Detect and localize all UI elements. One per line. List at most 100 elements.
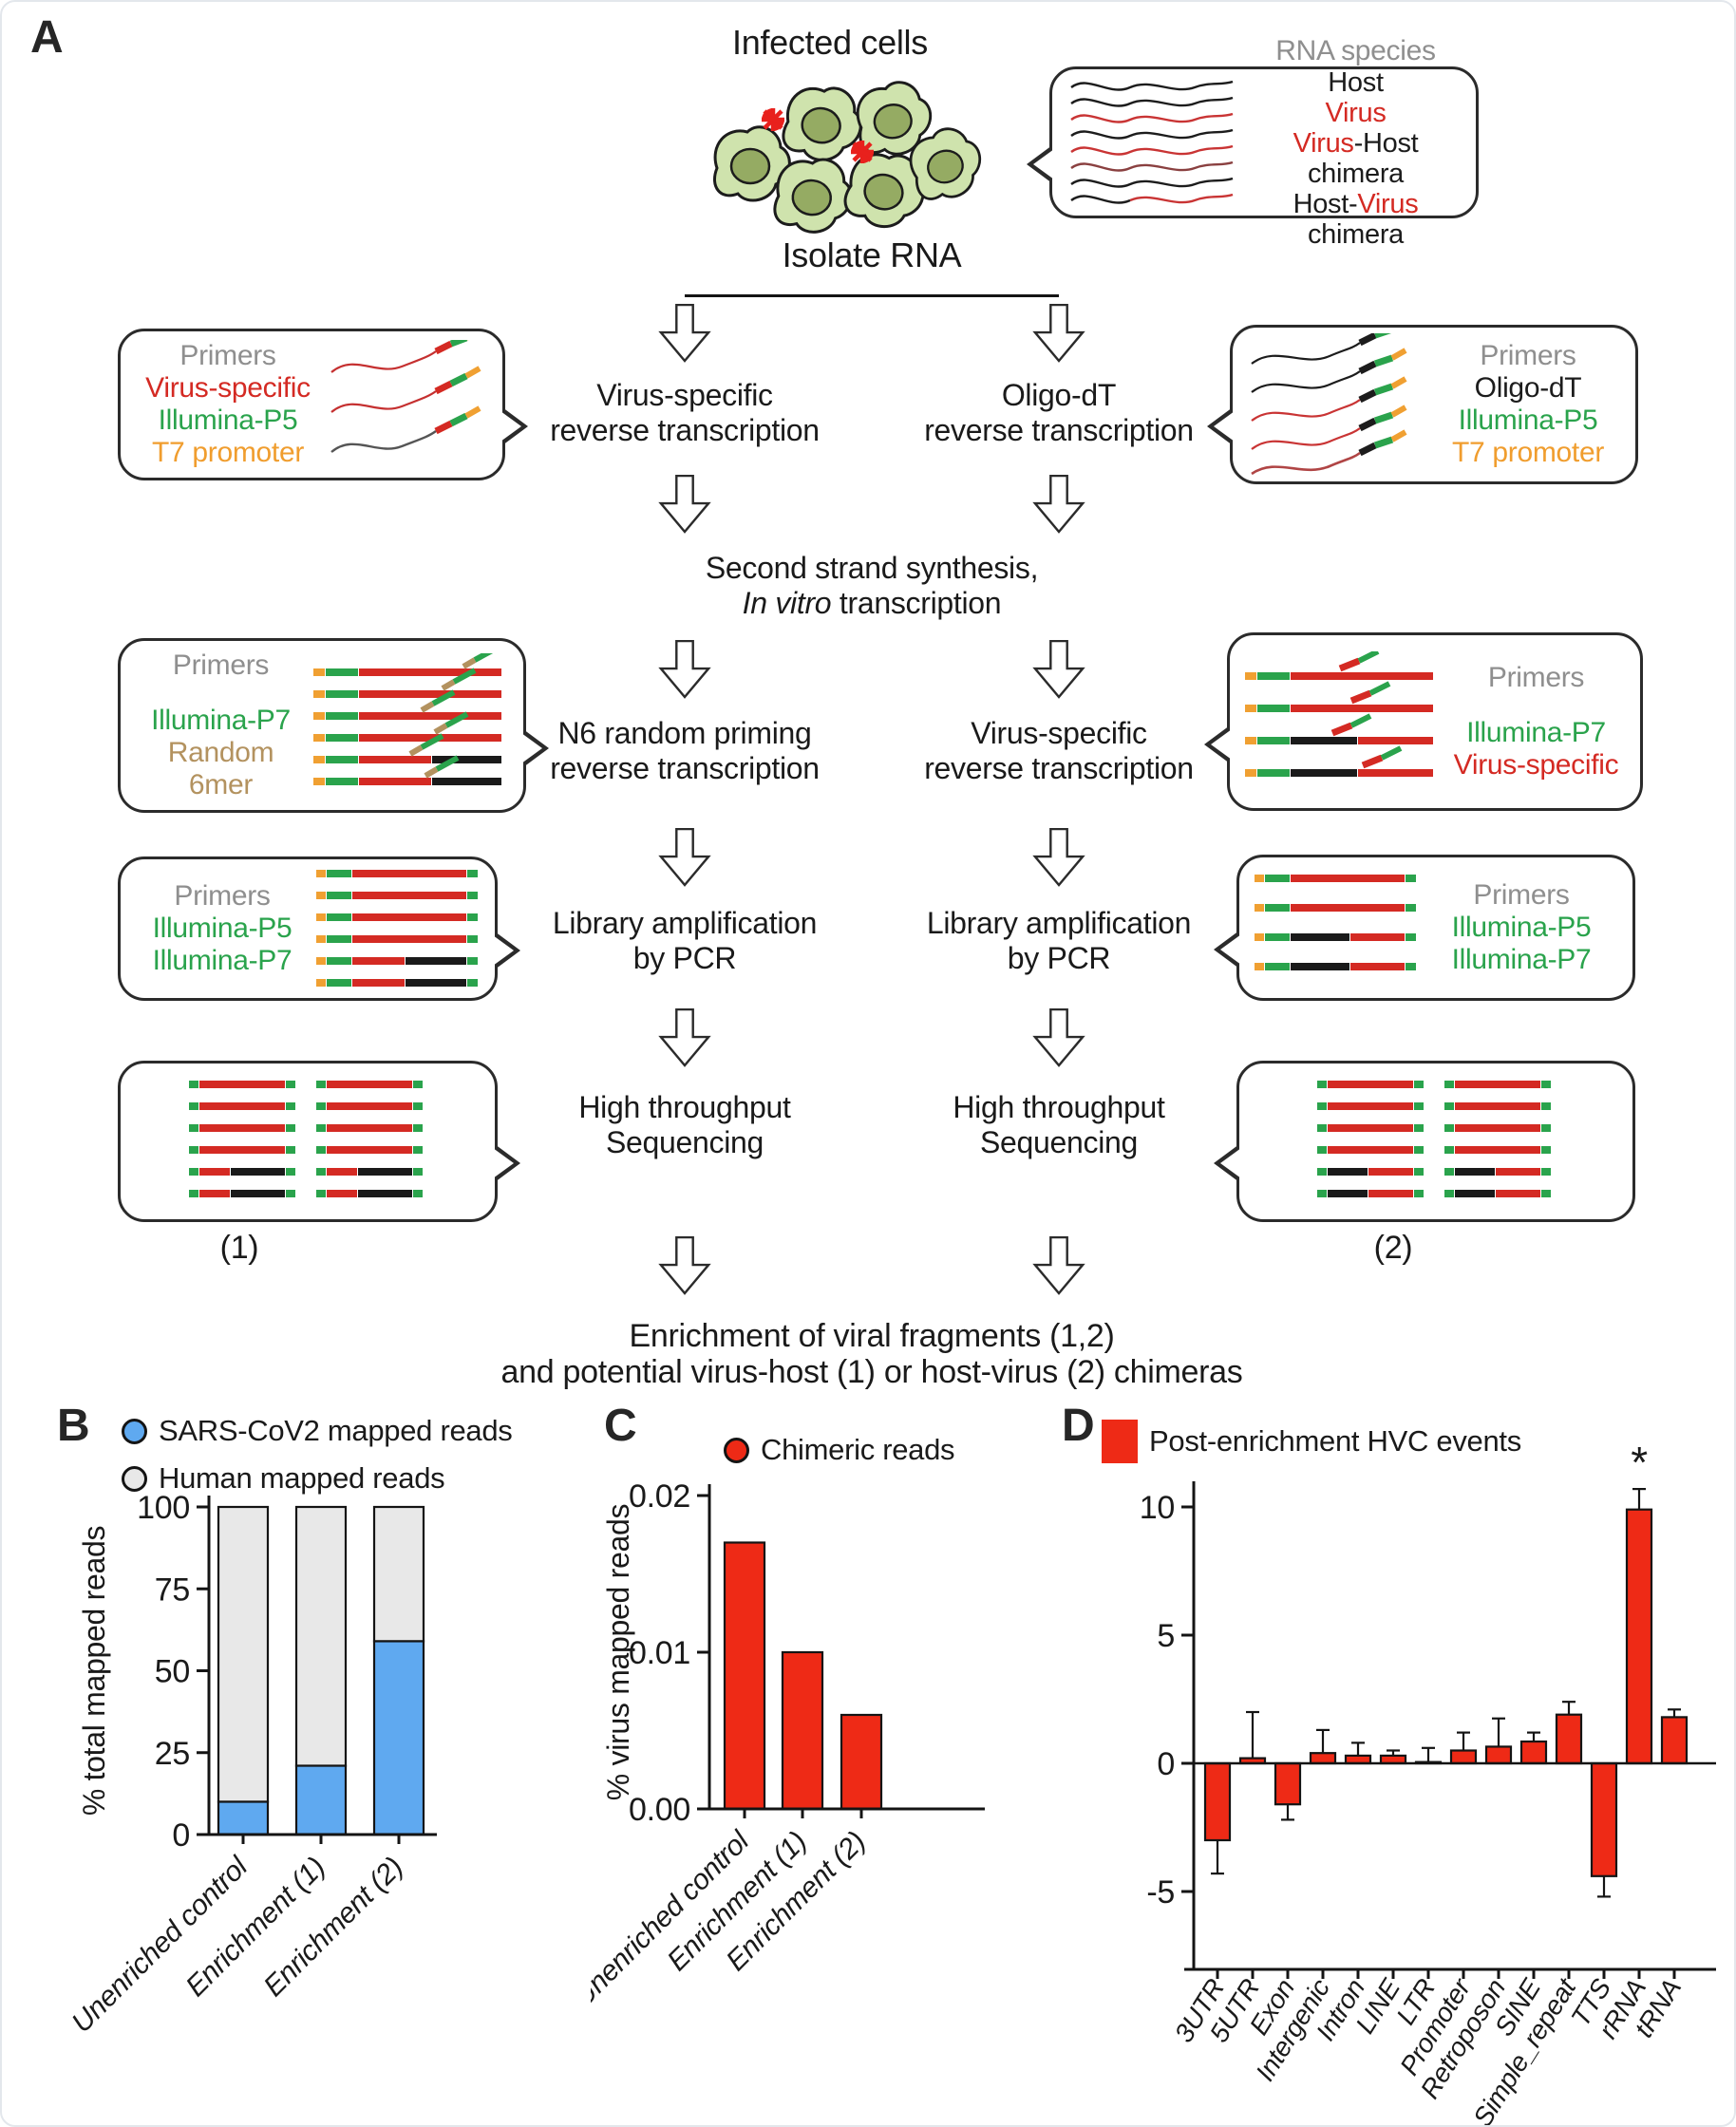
- text-line: N6 random priming: [557, 716, 812, 750]
- step-hts-right: High throughput Sequencing: [840, 1090, 1277, 1160]
- bar-TTS: [1590, 1761, 1618, 1877]
- primed-rna-strands-illustration: [330, 340, 481, 453]
- primer-list: Primers Illumina-P5 Illumina-P7: [136, 880, 309, 977]
- infected-cells-title: Infected cells: [732, 23, 928, 62]
- bar-sarscov2-3: [372, 1640, 425, 1836]
- text-line: reverse transcription: [924, 413, 1194, 447]
- y-tick-label: 25: [155, 1736, 190, 1772]
- y-tick-label: 10: [1140, 1490, 1175, 1526]
- text-line: Illumina-P5: [152, 913, 292, 944]
- n6-primers-bubble: Primers Illumina-P7 Random 6mer: [118, 638, 549, 813]
- legend-label: Chimeric reads: [761, 1433, 955, 1466]
- step-pcr-right: Library amplification by PCR: [840, 906, 1277, 976]
- text-line: reverse transcription: [924, 751, 1194, 785]
- bar-chart-hvc-events: -505103UTR5UTRExonIntergenicIntronLINELT…: [1140, 1438, 1716, 2125]
- primer-items: Illumina-P7 Random 6mer: [136, 705, 306, 801]
- text-line: Illumina-P7: [1451, 944, 1592, 975]
- primer-items: Illumina-P7 Virus-specific: [1454, 717, 1619, 781]
- primer-box-title: Primers: [1473, 879, 1570, 911]
- legend-item: Chimeric reads: [724, 1426, 955, 1474]
- primer-box-title: Primers: [179, 340, 276, 371]
- chart-d-legend: Post-enrichment HVC events: [1102, 1415, 1521, 1468]
- y-tick-label: 0.00: [629, 1792, 690, 1828]
- bar-rRNA: [1625, 1508, 1653, 1765]
- enrichment-summary-text: Enrichment of viral fragments (1,2) and p…: [435, 1318, 1309, 1390]
- primer-list: Primers Illumina-P7 Random 6mer: [136, 649, 306, 801]
- text-line: Library amplification: [926, 906, 1192, 940]
- down-arrow-icon: [1032, 475, 1085, 534]
- text-line: Oligo-dT: [1474, 372, 1582, 404]
- legend-item: Post-enrichment HVC events: [1102, 1415, 1521, 1468]
- down-arrow-icon: [1032, 828, 1085, 887]
- y-axis-label: % total mapped reads: [77, 1526, 111, 1816]
- legend-label: Post-enrichment HVC events: [1149, 1424, 1521, 1458]
- text-line: by PCR: [1007, 941, 1111, 975]
- primer-list: Primers Virus-specific Illumina-P5 T7 prom…: [136, 340, 320, 469]
- panel-a-label: A: [30, 12, 64, 63]
- down-arrow-icon: [1032, 304, 1085, 363]
- primer-items: Illumina-P5 Illumina-P7: [1452, 912, 1592, 976]
- down-arrow-icon: [658, 828, 711, 887]
- isolate-rna-underline: [685, 294, 1059, 297]
- primer-items: Illumina-P5 Illumina-P7: [153, 913, 292, 977]
- primer-list: Primers Illumina-P5 Illumina-P7: [1425, 879, 1617, 976]
- virus-specific-priming-illustration: [1245, 651, 1433, 777]
- text-line: Virus-specific: [971, 716, 1147, 750]
- legend-label: SARS-CoV2 mapped reads: [159, 1414, 513, 1447]
- x-tick-label: Enrichment (2): [257, 1852, 408, 2003]
- primer-box-title: Primers: [1487, 662, 1585, 693]
- primed-rna-strands-illustration: [1251, 333, 1407, 476]
- library-2-tag: (2): [1373, 1230, 1413, 1266]
- virus-particle-icon: [762, 108, 784, 131]
- text-line: by PCR: [632, 941, 737, 975]
- legend-label: Human mapped reads: [159, 1461, 445, 1495]
- primer-items: Virus-specific Illumina-P5 T7 promoter: [145, 372, 311, 469]
- sequencing-reads-illustration: [1317, 1080, 1551, 1197]
- step-hts-left: High throughput Sequencing: [466, 1090, 903, 1160]
- library-fragments-illustration: [1255, 875, 1416, 970]
- down-arrow-icon: [658, 1008, 711, 1067]
- text-line: Illumina-P5: [158, 405, 298, 436]
- text-line: In vitro transcription: [742, 586, 1002, 620]
- sars-cov2-legend-marker-icon: [122, 1418, 147, 1444]
- bar-3: [840, 1713, 883, 1811]
- y-tick-label: -5: [1146, 1874, 1175, 1911]
- text-line: Illumina-P7: [152, 945, 292, 976]
- down-arrow-icon: [658, 475, 711, 534]
- legend-item: SARS-CoV2 mapped reads: [122, 1407, 513, 1455]
- bar-tRNA: [1660, 1716, 1689, 1765]
- bar-sarscov2-1: [217, 1800, 270, 1836]
- primer-box-title: Primers: [1480, 340, 1576, 371]
- library-fragments-illustration: [316, 870, 478, 987]
- infected-cells-illustration: [712, 77, 984, 235]
- primer-box-title: Primers: [174, 880, 271, 912]
- bar-Exon: [1274, 1761, 1302, 1806]
- down-arrow-icon: [1032, 1008, 1085, 1067]
- text-line: Virus-specific: [596, 378, 773, 412]
- step-n6-rt: N6 random priming reverse transcription: [466, 716, 903, 786]
- text-line: Virus: [1325, 98, 1387, 128]
- down-arrow-icon: [658, 640, 711, 699]
- bar-Simple_repeat: [1555, 1713, 1583, 1765]
- bar-SINE: [1519, 1740, 1548, 1765]
- step-pcr-left: Library amplification by PCR: [466, 906, 903, 976]
- panel-c-label: C: [604, 1401, 637, 1451]
- library-1-tag: (1): [219, 1230, 259, 1266]
- rna-species-bubble: RNA species Host Virus Virus-Host chimera H…: [1027, 35, 1479, 250]
- y-tick-label: 5: [1157, 1618, 1175, 1654]
- text-line: Virus-specific: [1453, 749, 1619, 781]
- text-line: Sequencing: [979, 1125, 1139, 1159]
- text-line: Random 6mer: [167, 737, 274, 800]
- text-line: Illumina-P7: [151, 705, 291, 736]
- step-second-strand: Second strand synthesis, In vitro transcr…: [653, 551, 1090, 621]
- y-axis-label: % virus mapped reads: [601, 1504, 635, 1800]
- chimeric-reads-legend-marker-icon: [724, 1437, 749, 1463]
- panel-d-label: D: [1062, 1401, 1095, 1451]
- y-tick-label: 0: [172, 1817, 190, 1854]
- bar-2: [781, 1650, 824, 1811]
- virus-specific-primers-bubble: Primers Virus-specific Illumina-P5 T7 prom…: [118, 329, 528, 480]
- n6-priming-illustration: [313, 653, 501, 785]
